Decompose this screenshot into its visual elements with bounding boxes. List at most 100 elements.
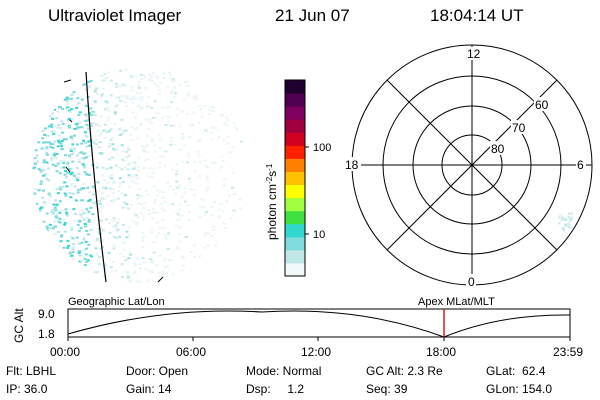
- speckle: [229, 217, 233, 220]
- coast-mark: [65, 166, 71, 173]
- speckle: [220, 114, 224, 117]
- polar-speckle: [571, 213, 573, 216]
- speckle: [68, 154, 72, 157]
- mlt-6-label: 6: [577, 158, 584, 172]
- speckle: [79, 189, 83, 192]
- speckle: [222, 139, 226, 142]
- speckle: [133, 161, 137, 164]
- speckle: [210, 138, 214, 141]
- speckle: [119, 69, 123, 72]
- speckle: [159, 275, 163, 278]
- speckle: [145, 144, 149, 147]
- speckle: [54, 157, 58, 160]
- speckle: [214, 127, 218, 130]
- speckle: [80, 259, 84, 262]
- speckle: [103, 72, 107, 75]
- speckle: [182, 98, 186, 101]
- speckle: [123, 159, 127, 162]
- speckle: [176, 213, 180, 216]
- speckle: [63, 98, 67, 101]
- speckle: [52, 130, 56, 133]
- speckle: [125, 150, 129, 153]
- speckle: [100, 206, 104, 209]
- speckle: [85, 230, 89, 232]
- speckle: [70, 254, 74, 257]
- speckle: [221, 159, 225, 162]
- speckle: [204, 129, 208, 132]
- polar-speckle: [565, 223, 568, 225]
- speckle: [45, 141, 49, 144]
- speckle: [166, 85, 170, 88]
- speckle: [100, 152, 104, 155]
- speckle: [101, 246, 105, 249]
- speckle: [206, 178, 210, 181]
- speckle: [217, 216, 221, 219]
- speckle: [130, 98, 134, 101]
- speckle: [109, 128, 113, 131]
- speckle: [138, 263, 142, 266]
- speckle: [55, 126, 59, 129]
- speckle: [104, 129, 108, 131]
- speckle: [133, 167, 137, 170]
- polar-speckle: [562, 227, 565, 230]
- speckle: [159, 190, 162, 193]
- speckle: [199, 108, 203, 111]
- speckle: [87, 219, 91, 221]
- speckle: [77, 242, 81, 245]
- speckle: [163, 257, 167, 260]
- speckle: [86, 259, 90, 262]
- colorbar-band: [285, 93, 305, 107]
- speckle: [62, 162, 66, 165]
- speckle: [160, 207, 164, 210]
- speckle: [72, 91, 76, 94]
- speckle: [105, 77, 108, 80]
- speckle: [50, 126, 54, 128]
- speckle: [144, 86, 148, 89]
- speckle: [162, 259, 166, 262]
- speckle: [129, 75, 133, 78]
- speckle: [138, 96, 142, 99]
- speckle: [88, 112, 92, 115]
- speckle: [117, 96, 121, 99]
- speckle: [107, 252, 111, 254]
- speckle: [226, 142, 230, 145]
- speckle: [66, 246, 70, 249]
- speckle: [140, 108, 143, 110]
- speckle: [39, 206, 43, 209]
- speckle: [138, 124, 142, 127]
- speckle: [131, 101, 135, 104]
- speckle: [98, 124, 101, 127]
- speckle: [91, 185, 95, 188]
- speckle: [178, 148, 182, 151]
- speckle: [125, 203, 129, 206]
- speckle: [44, 173, 47, 176]
- speckle: [129, 280, 133, 283]
- speckle: [111, 261, 115, 263]
- speckle: [124, 259, 128, 262]
- speckle: [95, 237, 99, 240]
- speckle: [206, 232, 210, 235]
- speckle: [34, 149, 38, 152]
- speckle: [222, 222, 226, 225]
- speckle: [141, 145, 145, 148]
- speckle: [126, 271, 130, 274]
- polar-speckle: [560, 215, 563, 218]
- speckle: [131, 220, 135, 223]
- speckle: [150, 75, 153, 78]
- polar-speckle: [567, 223, 570, 226]
- speckle: [154, 116, 158, 119]
- speckle: [95, 92, 99, 95]
- speckle: [210, 126, 214, 129]
- speckle: [147, 269, 151, 272]
- speckle: [146, 175, 150, 178]
- speckle: [66, 162, 70, 165]
- speckle: [85, 123, 89, 126]
- speckle: [55, 216, 59, 219]
- speckle: [104, 218, 108, 221]
- speckle: [49, 146, 53, 148]
- speckle: [238, 198, 242, 201]
- speckle: [180, 269, 184, 272]
- speckle: [146, 158, 150, 161]
- speckle: [45, 153, 49, 156]
- speckle: [65, 213, 69, 216]
